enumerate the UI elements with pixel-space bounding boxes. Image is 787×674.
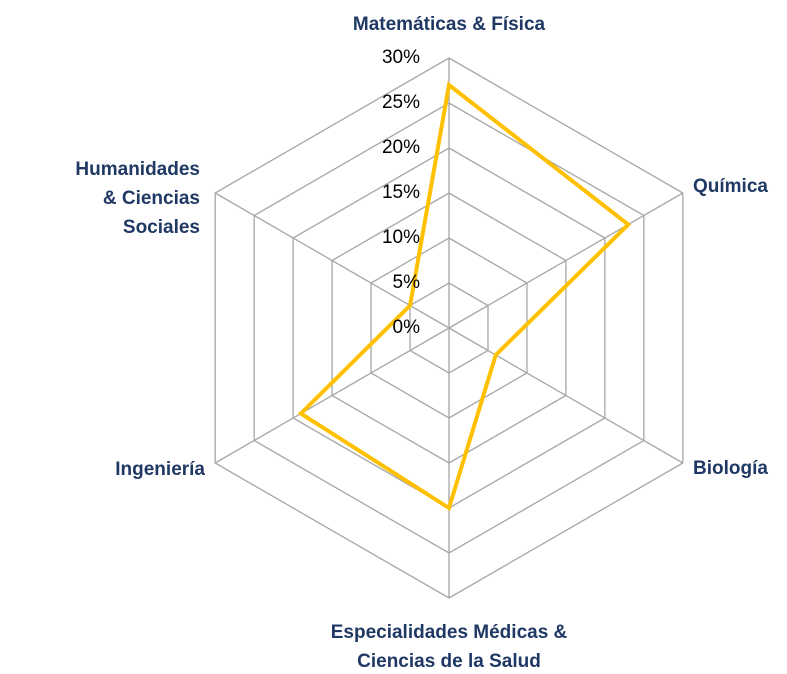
series-line — [297, 81, 632, 512]
y-tick-label: 25% — [382, 92, 420, 113]
spoke — [448, 192, 684, 329]
category-label: Química — [693, 176, 768, 197]
category-label: Especialidades Médicas & Ciencias de la … — [330, 622, 568, 672]
y-tick-label: 30% — [382, 47, 420, 68]
y-tick-label: 0% — [393, 317, 421, 338]
category-label: Matemáticas & Física — [352, 14, 546, 35]
category-label: Biología — [693, 458, 768, 479]
spoke — [448, 327, 684, 464]
y-tick-label: 5% — [393, 272, 421, 293]
y-tick-label: 15% — [382, 182, 420, 203]
category-label: Humanidades & Ciencias Sociales — [75, 159, 200, 238]
spoke — [214, 327, 450, 464]
y-tick-label: 10% — [382, 227, 420, 248]
y-tick-label: 20% — [382, 137, 420, 158]
category-label: Ingeniería — [115, 459, 205, 480]
